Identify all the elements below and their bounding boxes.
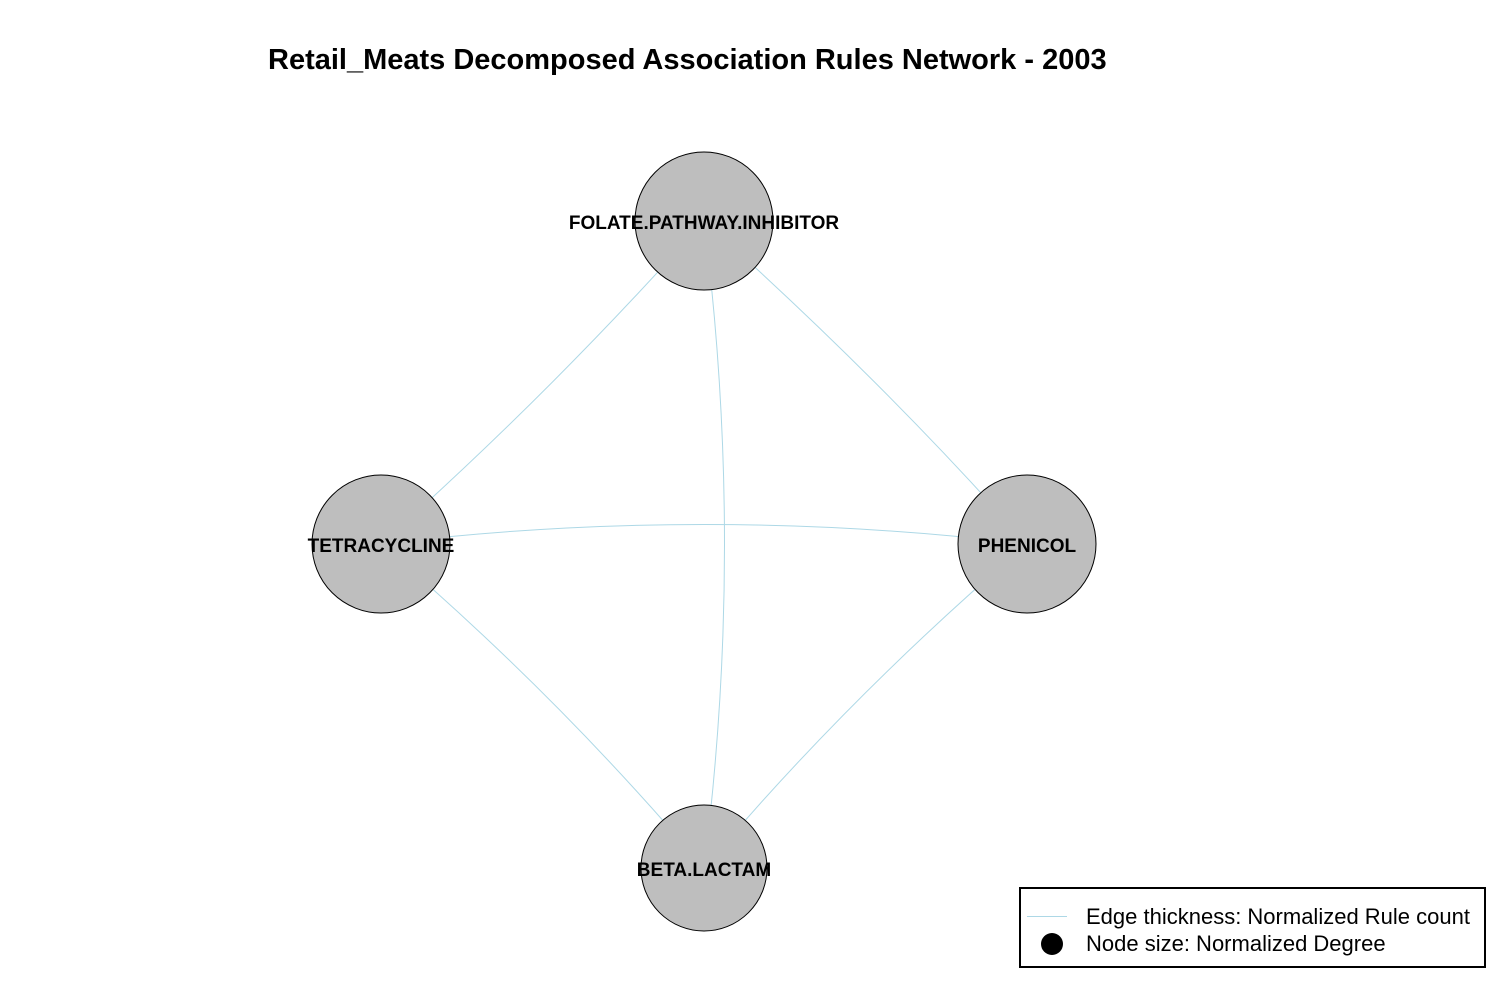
edges-layer (380, 220, 1028, 869)
legend: Edge thickness: Normalized Rule count No… (1019, 887, 1486, 968)
node-label-phenicol: PHENICOL (978, 536, 1077, 557)
legend-edge-label: Edge thickness: Normalized Rule count (1086, 904, 1470, 929)
legend-node-row: Node size: Normalized Degree (1021, 931, 1484, 957)
legend-node-symbol (1027, 931, 1067, 957)
edge-tetracycline-phenicol (380, 524, 1028, 545)
node-label-tetracycline: TETRACYCLINE (308, 536, 455, 557)
plot-title: Retail_Meats Decomposed Association Rule… (268, 44, 1107, 76)
node-phenicol (957, 474, 1097, 614)
node-label-folate: FOLATE.PATHWAY.INHIBITOR (569, 213, 840, 234)
edge-folate-betalactam (703, 220, 725, 869)
node-dot-icon (1041, 933, 1063, 955)
node-betalactam (640, 804, 768, 932)
labels-layer: FOLATE.PATHWAY.INHIBITOR TETRACYCLINE PHEN… (308, 213, 1077, 881)
nodes-layer (311, 151, 1097, 932)
node-tetracycline (311, 474, 451, 614)
legend-node-label: Node size: Normalized Degree (1086, 931, 1386, 956)
edge-line-icon (1027, 916, 1067, 917)
node-folate (634, 151, 774, 291)
node-label-betalactam: BETA.LACTAM (637, 860, 771, 881)
legend-edge-symbol (1027, 904, 1067, 930)
legend-edge-row: Edge thickness: Normalized Rule count (1021, 904, 1484, 930)
